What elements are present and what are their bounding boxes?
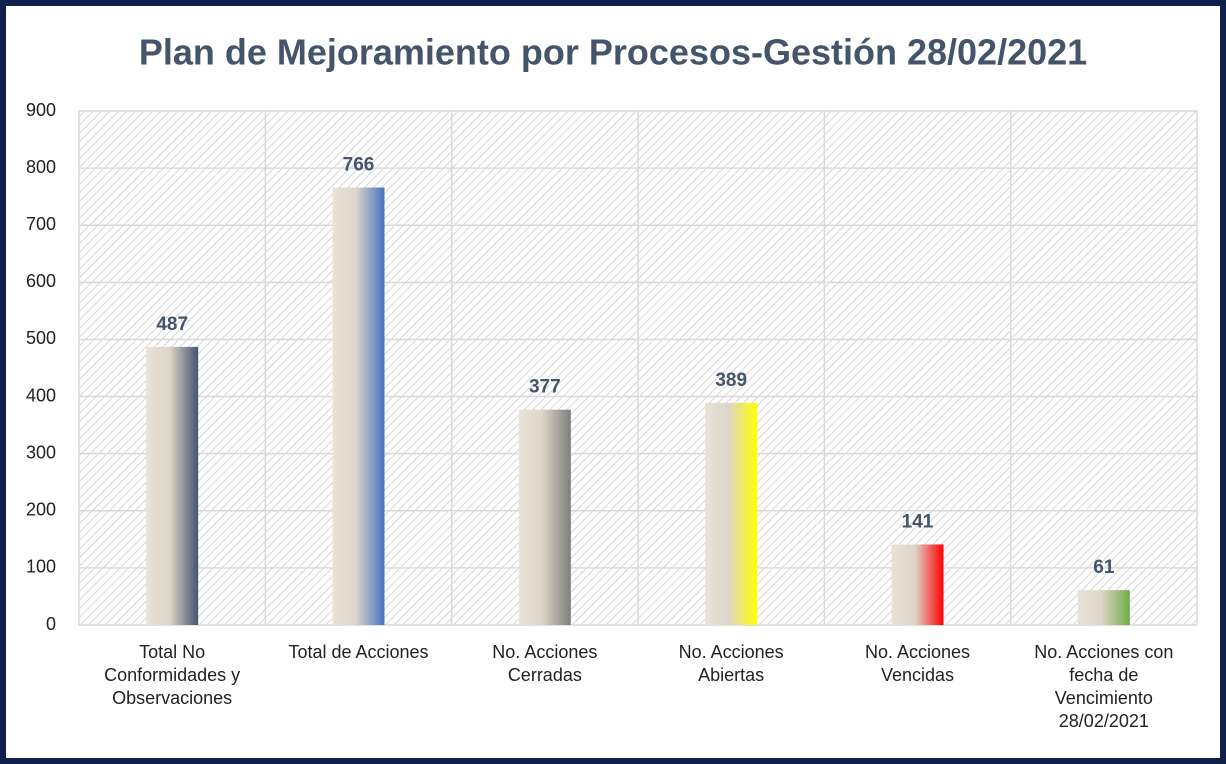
x-tick-label: No. Acciones Cerradas [492, 642, 598, 685]
x-tick-label: No. Acciones con fecha de Vencimiento 28… [1034, 642, 1174, 731]
bar [518, 409, 571, 625]
y-tick-label: 900 [26, 100, 56, 120]
data-label: 141 [902, 511, 934, 532]
data-label: 61 [1093, 557, 1115, 578]
chart-title: Plan de Mejoramiento por Procesos-Gestió… [139, 32, 1087, 73]
x-tick-label: No. Acciones Abiertas [678, 642, 784, 685]
data-label: 389 [715, 370, 747, 391]
y-tick-label: 500 [26, 328, 56, 348]
y-tick-label: 400 [26, 385, 56, 405]
data-label: 377 [529, 377, 561, 398]
bar [705, 402, 758, 625]
y-tick-label: 0 [46, 614, 56, 634]
y-tick-label: 800 [26, 157, 56, 177]
y-tick-label: 100 [26, 557, 56, 577]
bar [891, 544, 944, 625]
x-tick-label: Total de Acciones [288, 642, 429, 662]
bar [1077, 590, 1130, 625]
bar [146, 346, 199, 625]
y-tick-label: 200 [26, 500, 56, 520]
y-tick-label: 700 [26, 214, 56, 234]
y-tick-label: 300 [26, 442, 56, 462]
data-label: 487 [156, 314, 188, 335]
y-tick-label: 600 [26, 271, 56, 291]
x-tick-label: No. Acciones Vencidas [864, 642, 971, 685]
x-tick-label: Total No Conformidades y Observaciones [104, 642, 241, 708]
data-label: 766 [343, 155, 375, 176]
bar [332, 187, 385, 626]
